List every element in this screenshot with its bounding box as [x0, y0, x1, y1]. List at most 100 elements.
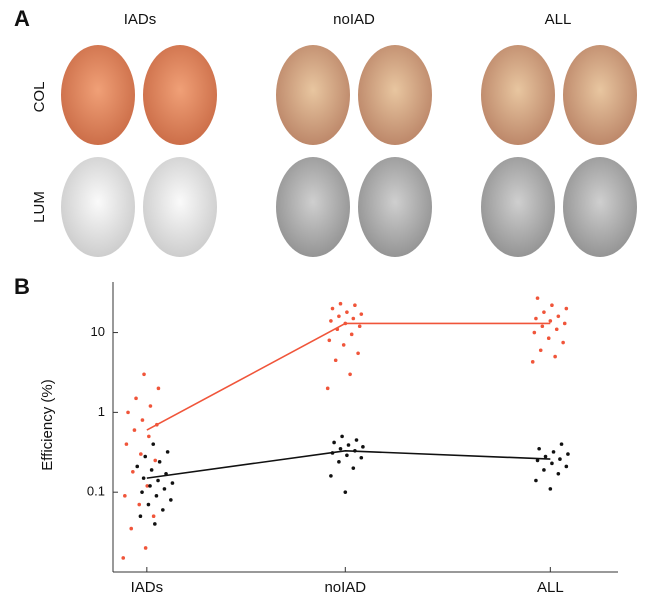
row-label: LUM — [31, 191, 48, 223]
data-point — [550, 462, 554, 466]
data-point — [536, 296, 540, 300]
faces — [61, 45, 637, 257]
data-point — [149, 404, 153, 408]
data-point — [131, 470, 135, 474]
data-point — [552, 450, 556, 454]
data-point — [156, 479, 160, 483]
mean-line — [147, 323, 550, 430]
data-point — [142, 476, 146, 480]
face — [143, 157, 217, 257]
data-point — [155, 494, 159, 498]
y-tick-label: 10 — [91, 324, 105, 339]
face — [481, 157, 555, 257]
column-title: IADs — [124, 11, 157, 28]
face — [358, 45, 432, 145]
data-point — [360, 456, 364, 460]
data-point — [345, 310, 349, 314]
data-point — [356, 351, 360, 355]
data-point — [126, 411, 130, 415]
data-point — [328, 338, 332, 342]
face — [276, 157, 350, 257]
data-point — [153, 459, 157, 463]
data-point — [140, 490, 144, 494]
column-title: ALL — [545, 11, 572, 28]
data-point — [350, 333, 354, 337]
data-point — [345, 453, 349, 457]
data-point — [331, 307, 335, 311]
face — [358, 157, 432, 257]
data-point — [121, 556, 125, 560]
column-title: noIAD — [333, 11, 375, 28]
face — [276, 45, 350, 145]
data-point — [352, 466, 356, 470]
data-point — [143, 455, 147, 459]
data-point — [144, 546, 148, 550]
data-point — [123, 494, 127, 498]
data-point — [542, 310, 546, 314]
data-point — [342, 343, 346, 347]
data-point — [539, 348, 543, 352]
data-point — [129, 527, 133, 531]
data-point — [166, 450, 170, 454]
data-point — [163, 487, 167, 491]
data-point — [352, 317, 356, 321]
face — [61, 157, 135, 257]
face — [143, 45, 217, 145]
data-point — [560, 442, 564, 446]
data-point — [565, 307, 569, 311]
face — [61, 45, 135, 145]
data-point — [171, 481, 175, 485]
data-point — [141, 418, 145, 422]
data-point — [542, 468, 546, 472]
y-tick-label: 1 — [98, 404, 105, 419]
data-point — [339, 447, 343, 451]
data-point — [337, 460, 341, 464]
data-point — [142, 372, 146, 376]
data-point — [340, 435, 344, 439]
row-label: COL — [31, 82, 48, 113]
data-point — [329, 474, 333, 478]
data-point — [541, 324, 545, 328]
data-point — [531, 360, 535, 364]
data-point — [348, 372, 352, 376]
data-point — [566, 452, 570, 456]
data-point — [157, 387, 161, 391]
data-point — [355, 438, 359, 442]
data-point — [137, 503, 141, 507]
data-point — [534, 479, 538, 483]
data-point — [547, 336, 551, 340]
data-point — [534, 317, 538, 321]
data-point — [361, 445, 365, 449]
data-point — [169, 498, 173, 502]
data-point — [555, 327, 559, 331]
data-point — [557, 314, 561, 318]
data-point — [125, 442, 129, 446]
data-point — [153, 522, 157, 526]
data-point — [537, 447, 541, 451]
data-point — [337, 314, 341, 318]
y-tick-label: 0.1 — [87, 484, 105, 499]
data-point — [550, 303, 554, 307]
data-point — [147, 435, 151, 439]
data-point — [557, 472, 561, 476]
data-point — [161, 508, 165, 512]
y-axis-label: Efficiency (%) — [39, 379, 56, 470]
data-point — [549, 487, 553, 491]
data-point — [334, 358, 338, 362]
x-tick-label: noIAD — [324, 579, 366, 596]
data-point — [533, 331, 537, 335]
data-point — [134, 397, 138, 401]
data-point — [332, 441, 336, 445]
data-point — [563, 322, 567, 326]
data-point — [558, 457, 562, 461]
panel-label: A — [14, 6, 30, 31]
data-point — [147, 503, 151, 507]
face — [481, 45, 555, 145]
data-point — [152, 514, 156, 518]
data-point — [344, 490, 348, 494]
data-point — [553, 355, 557, 359]
data-point — [561, 341, 565, 345]
face — [563, 157, 637, 257]
data-point — [139, 452, 143, 456]
data-point — [151, 442, 155, 446]
